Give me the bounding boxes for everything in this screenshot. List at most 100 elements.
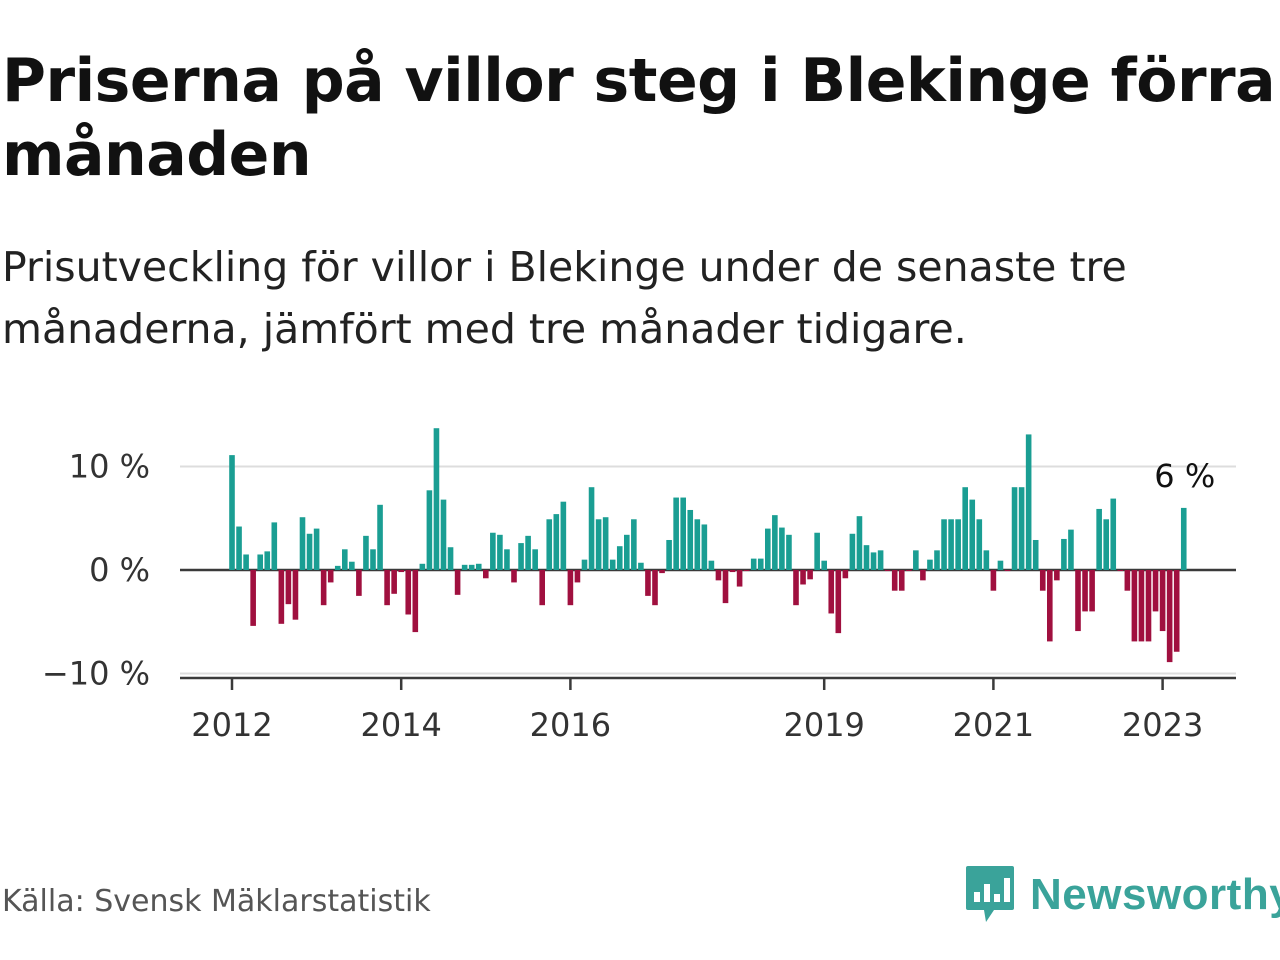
axes (180, 676, 1236, 690)
newsworthy-logo-icon (966, 866, 1014, 922)
bars (229, 428, 1187, 663)
x-tick-label: 2023 (1122, 706, 1203, 744)
bar (504, 549, 510, 570)
bar (680, 497, 686, 570)
bar (673, 497, 679, 570)
bar (743, 570, 750, 572)
bar (913, 550, 919, 570)
bar (941, 519, 947, 570)
bar (1145, 570, 1152, 642)
last-value-label: 6 % (1154, 457, 1215, 495)
bar (1166, 570, 1173, 663)
bar (370, 549, 376, 570)
bar (793, 570, 799, 606)
brand-logo[interactable]: Newsworthy (964, 864, 1280, 926)
bar (624, 534, 630, 570)
bar (1025, 434, 1032, 570)
bar (497, 534, 503, 570)
bar (313, 528, 320, 570)
bar (391, 570, 397, 594)
bar (1124, 570, 1131, 591)
bar (546, 519, 553, 570)
x-tick-label: 2019 (783, 706, 864, 744)
bar (1110, 498, 1117, 570)
bar (652, 570, 658, 606)
bar (765, 528, 771, 570)
bar (349, 561, 355, 570)
x-tick-label: 2012 (191, 706, 272, 744)
bar (419, 563, 426, 570)
bar (906, 570, 912, 572)
bar (800, 570, 806, 585)
bar (786, 534, 792, 570)
bar (828, 570, 835, 614)
bar (327, 570, 334, 583)
bar (518, 543, 524, 570)
bar (1138, 570, 1145, 642)
bar (1039, 570, 1046, 591)
bar (659, 570, 665, 574)
bar (447, 547, 454, 570)
bar (532, 549, 538, 570)
bar (983, 550, 990, 570)
brand-name: Newsworthy (1030, 870, 1280, 919)
bar (264, 551, 271, 570)
bar (772, 515, 778, 570)
bar (1054, 570, 1060, 581)
bar (334, 565, 341, 570)
labels: 10 % 0 % −10 % 2012 2014 2016 2019 2021 2023 6 % (42, 448, 1215, 745)
bar-chart: 10 % 0 % −10 % 2012 2014 2016 2019 2021 2023 6 % (42, 428, 1236, 745)
bar (285, 570, 292, 605)
logo-bar-2 (984, 884, 990, 902)
bar (1047, 570, 1053, 642)
bar (1152, 570, 1159, 612)
bar (475, 563, 482, 570)
bar (609, 559, 616, 570)
x-tick-label: 2016 (530, 706, 611, 744)
bar (955, 519, 961, 570)
bar (722, 570, 729, 604)
bar (1131, 570, 1138, 642)
bar (483, 570, 489, 579)
bar (884, 570, 891, 572)
bar (870, 552, 877, 570)
bar (997, 560, 1004, 570)
x-tick-label: 2021 (953, 706, 1034, 744)
bar (292, 570, 299, 620)
bar (1011, 487, 1018, 570)
bar (468, 564, 475, 570)
logo-bar-4 (1004, 878, 1010, 902)
bar (757, 558, 764, 570)
bar (920, 570, 926, 581)
bar (1004, 570, 1011, 572)
bar (426, 490, 433, 570)
bar (250, 570, 256, 626)
bar (243, 554, 249, 570)
bar (574, 570, 581, 583)
bar (1117, 570, 1124, 572)
logo-bar-1 (974, 892, 980, 902)
bar (969, 499, 976, 570)
bar (687, 509, 694, 570)
bar (581, 559, 588, 570)
bar (1173, 570, 1180, 652)
bar (1159, 570, 1166, 632)
bar (539, 570, 545, 606)
bar (807, 570, 813, 580)
bar (560, 501, 567, 570)
x-tick-label: 2014 (360, 706, 441, 744)
bar (842, 570, 849, 579)
bar (412, 570, 419, 633)
bar (616, 546, 623, 570)
bar (666, 539, 672, 570)
bar (708, 560, 715, 570)
bar (1180, 507, 1187, 570)
bar (729, 570, 736, 573)
bar (602, 517, 609, 570)
bar (278, 570, 285, 624)
bar (257, 554, 263, 570)
bar (990, 570, 997, 591)
bar (631, 519, 637, 570)
bar (934, 550, 940, 570)
bar (525, 535, 531, 570)
